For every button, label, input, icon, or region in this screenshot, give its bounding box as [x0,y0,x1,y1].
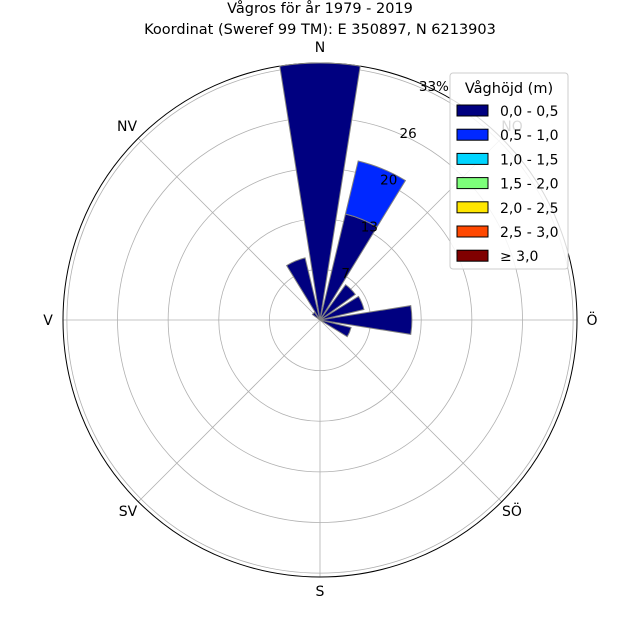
legend-swatch [456,249,489,262]
radial-tick-label: 7 [341,266,350,282]
legend-swatch [456,201,489,214]
legend-entry: 1,5 - 2,0 [500,177,558,193]
legend-swatch [456,104,489,117]
rose-bar [279,62,361,321]
legend-entry: 0,5 - 1,0 [500,128,558,144]
rose-bar [344,160,407,228]
legend-swatch [456,128,489,141]
polar-grid [62,62,578,578]
direction-label: V [43,313,53,329]
rose-bar [311,311,321,321]
rose-bar [319,305,413,335]
grid-spoke [137,319,321,503]
legend-title: Våghöjd (m) [465,80,553,97]
rose-bars [279,62,413,338]
direction-label: NV [117,119,137,135]
rose-bar [319,319,352,338]
legend-entry: ≥ 3,0 [500,249,538,265]
direction-label: SÖ [502,502,522,520]
direction-label: SV [119,504,138,520]
legend-entry: 2,0 - 2,5 [500,201,558,217]
rose-bar [319,295,365,321]
grid-spoke [137,137,321,321]
radial-tick-labels: 7 13 20 26 33% [341,79,449,282]
rose-bar [319,284,356,321]
legend-entry: 2,5 - 3,0 [500,225,558,241]
grid-spoke [319,319,503,503]
legend-entry: 1,0 - 1,5 [500,152,558,168]
radial-tick-label: 26 [399,126,416,142]
legend-entry: 0,0 - 0,5 [500,104,558,120]
legend-box [449,72,569,270]
radial-tick-label: 20 [380,173,397,189]
direction-label: S [316,584,325,600]
legend-swatch [456,225,489,238]
direction-label: Ö [586,311,597,329]
chart-title: Vågros för år 1979 - 2019 [227,0,413,17]
rose-bar [285,257,321,321]
legend-swatch [456,152,489,165]
chart-subtitle: Koordinat (Sweref 99 TM): E 350897, N 62… [144,22,496,38]
radial-tick-label: 13 [361,219,378,235]
radial-tick-label: 33% [419,79,449,95]
direction-label: N [315,40,325,56]
legend: Våghöjd (m) 0,0 - 0,5 0,5 - 1,0 1,0 - 1,5 1,… [449,72,569,270]
legend-swatch [456,177,489,190]
